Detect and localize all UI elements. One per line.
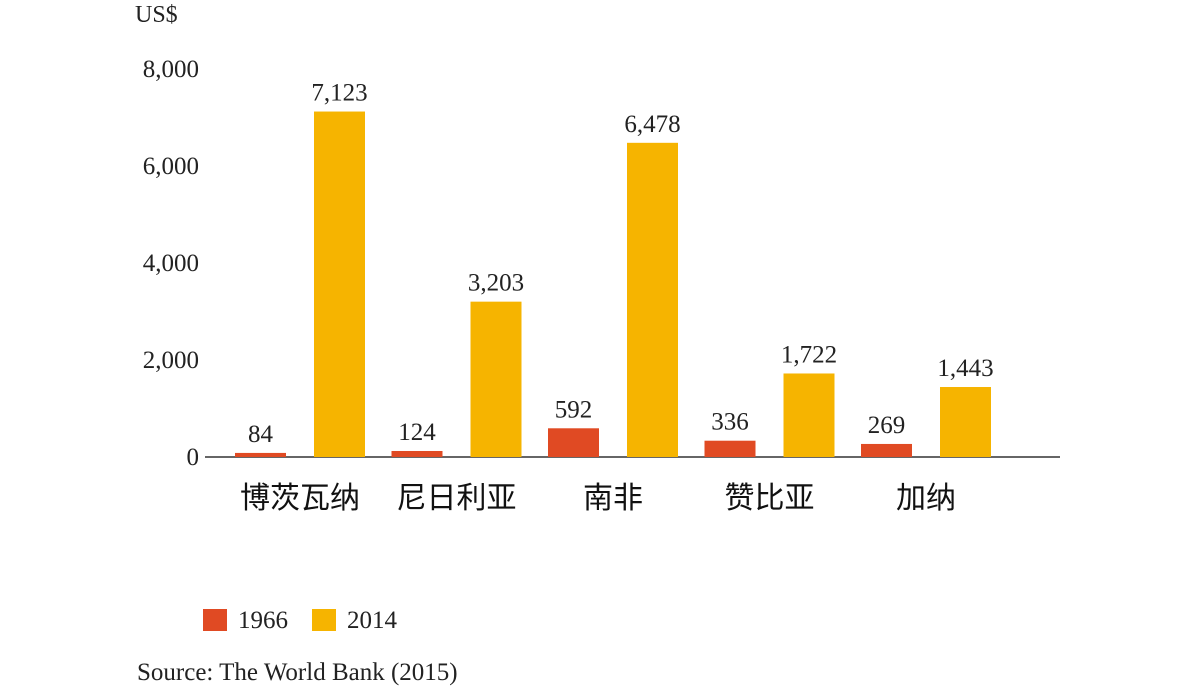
bar-1966 [548, 428, 599, 457]
data-label: 6,478 [624, 111, 680, 138]
y-axis-ticks: 0 2,000 4,000 6,000 8,000 [143, 56, 199, 471]
data-label: 3,203 [468, 270, 524, 297]
data-label: 592 [555, 396, 593, 423]
y-tick-label: 0 [187, 444, 200, 471]
data-label: 1,443 [937, 355, 993, 382]
source-note: Source: The World Bank (2015) [137, 659, 458, 686]
data-label: 124 [398, 419, 436, 446]
x-category-label: 尼日利亚 [397, 481, 517, 516]
bar-2014 [470, 301, 522, 457]
data-label: 336 [711, 409, 749, 436]
bar-1966 [235, 452, 286, 457]
bars-group [235, 111, 991, 458]
bar-2014 [627, 142, 678, 457]
y-tick-label: 2,000 [143, 347, 199, 374]
x-category-label: 博茨瓦纳 [240, 481, 360, 516]
data-label: 7,123 [311, 80, 367, 107]
y-tick-label: 6,000 [143, 153, 199, 180]
y-tick-label: 8,000 [143, 56, 199, 83]
bar-2014 [314, 111, 365, 458]
data-label: 1,722 [781, 341, 837, 368]
bar-2014 [940, 387, 991, 457]
x-category-label: 赞比亚 [725, 481, 815, 516]
data-labels-group: 84 7,123 124 3,203 592 6,478 336 1,722 269 1,443 [248, 80, 994, 448]
y-axis-unit-label: US$ [135, 2, 178, 28]
x-category-label: 加纳 [896, 481, 956, 516]
y-tick-label: 4,000 [143, 250, 199, 277]
bar-2014 [783, 373, 835, 457]
legend: 1966 2014 [203, 607, 398, 634]
data-label: 269 [868, 412, 906, 439]
bar-1966 [861, 443, 912, 457]
data-label: 84 [248, 421, 274, 448]
legend-label: 2014 [347, 607, 398, 634]
bar-1966 [704, 440, 756, 457]
x-category-label: 南非 [583, 481, 643, 516]
legend-swatch-1966 [203, 609, 227, 631]
legend-swatch-2014 [312, 609, 336, 631]
legend-label: 1966 [238, 607, 288, 634]
x-axis-category-labels: 博茨瓦纳 尼日利亚 南非 赞比亚 加纳 [240, 481, 956, 516]
bar-1966 [391, 450, 443, 457]
